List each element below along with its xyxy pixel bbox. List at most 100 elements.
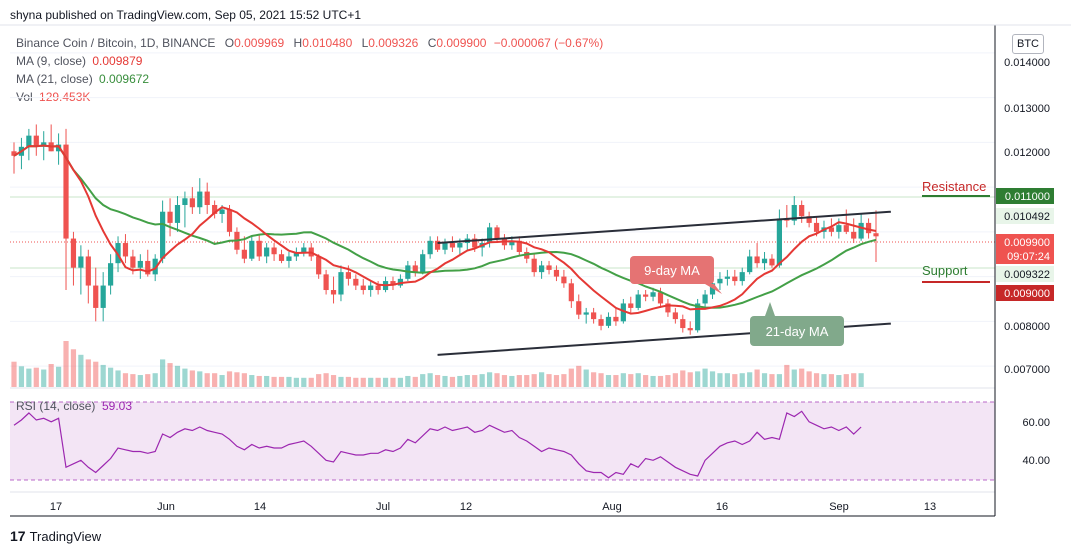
candle-body <box>858 222 864 239</box>
volume-bar <box>323 373 329 387</box>
volume-bar <box>382 377 389 387</box>
candle-body <box>271 247 277 255</box>
volume-bar <box>524 375 530 387</box>
volume-bar <box>672 373 678 387</box>
volume-bar <box>397 377 404 387</box>
volume-bar <box>301 377 307 387</box>
volume-bar <box>509 375 515 387</box>
volume-bar <box>174 365 181 387</box>
candle-body <box>553 269 560 277</box>
volume-bar <box>680 370 686 387</box>
volume-bar <box>316 374 322 387</box>
volume-bar <box>531 374 537 387</box>
ma21-tag-pointer <box>765 302 775 316</box>
currency-button[interactable]: BTC <box>1012 34 1044 54</box>
candle-body <box>78 256 84 268</box>
close-value: 0.009900 <box>436 36 487 50</box>
volume-bar <box>613 375 619 387</box>
candle-body <box>174 205 181 223</box>
volume-bar <box>643 375 649 387</box>
candle-body <box>732 276 738 282</box>
volume-bar <box>405 375 411 387</box>
candle-body <box>799 205 805 217</box>
candle-body <box>650 292 656 297</box>
price-tick: 0.014000 <box>1004 57 1050 69</box>
candle-body <box>828 227 835 232</box>
volume-bar <box>353 377 359 387</box>
candle-body <box>420 254 426 273</box>
volume-bar <box>48 364 54 387</box>
candle-body <box>583 312 589 315</box>
candle-body <box>702 294 708 304</box>
candle-body <box>516 240 522 252</box>
volume-bar <box>799 368 805 387</box>
volume-bar <box>189 370 195 387</box>
volume-bar <box>41 369 47 387</box>
candle-body <box>472 238 478 248</box>
volume-bar <box>591 372 597 387</box>
candle-body <box>256 240 262 257</box>
time-tick: 16 <box>716 501 728 513</box>
volume-bar <box>55 366 62 387</box>
volume-bar <box>583 369 589 387</box>
rsi-line <box>13 410 862 479</box>
candle-body <box>130 256 136 268</box>
candle-body <box>813 222 820 232</box>
price-tick: 0.012000 <box>1004 147 1050 159</box>
candle-body <box>70 238 77 268</box>
volume-bar <box>791 369 797 387</box>
support-price-tag <box>996 285 1054 301</box>
countdown-text: 09:07:24 <box>1007 251 1050 263</box>
volume-bar <box>702 368 708 387</box>
volume-bar <box>568 368 574 387</box>
volume-bar <box>420 374 426 387</box>
close-price-text: 0.009900 <box>1004 237 1050 249</box>
candle-body <box>776 218 782 266</box>
rsi-band <box>10 402 995 480</box>
volume-bar <box>828 374 835 387</box>
candle-body <box>865 222 872 234</box>
volume-bar <box>256 375 262 387</box>
volume-bar <box>449 376 456 387</box>
high-value: 0.010480 <box>302 36 353 50</box>
volume-bar <box>657 375 664 387</box>
volume-bar <box>390 377 396 387</box>
candle-body <box>873 233 879 237</box>
volume-bar <box>516 375 522 387</box>
volume-bar <box>598 373 604 387</box>
candle-body <box>843 225 849 232</box>
volume-bar <box>717 373 723 387</box>
volume-bar <box>665 375 671 387</box>
candle-body <box>769 258 775 266</box>
candle-body <box>330 290 337 295</box>
candle-body <box>434 240 441 250</box>
volume-bar <box>204 373 210 387</box>
candle-body <box>278 254 285 261</box>
volume-bar <box>122 373 129 387</box>
volume-bar <box>330 375 337 387</box>
volume-bar <box>360 377 366 387</box>
volume-bar <box>724 373 730 387</box>
candle-body <box>108 263 114 286</box>
volume-bar <box>851 373 857 387</box>
candle-body <box>412 265 418 273</box>
support-price-text: 0.009000 <box>1004 288 1050 300</box>
volume-bar <box>635 373 641 387</box>
candle-body <box>635 294 641 308</box>
volume-bar <box>813 373 820 387</box>
volume-bar <box>226 371 233 387</box>
symbol-name: Binance Coin / Bitcoin, 1D, BINANCE <box>16 36 216 50</box>
candle-body <box>93 285 99 308</box>
ma21-tag-text: 21-day MA <box>766 324 829 339</box>
candle-body <box>145 260 151 275</box>
volume-bar <box>650 375 656 387</box>
close-price-tag <box>996 234 1054 264</box>
candle-body <box>546 265 552 270</box>
volume-bar <box>501 375 508 387</box>
time-tick: 17 <box>50 501 62 513</box>
candle-body <box>605 316 612 326</box>
tradingview-brand-name: TradingView <box>29 528 102 544</box>
candle-body <box>724 276 730 279</box>
volume-bar <box>761 373 768 387</box>
